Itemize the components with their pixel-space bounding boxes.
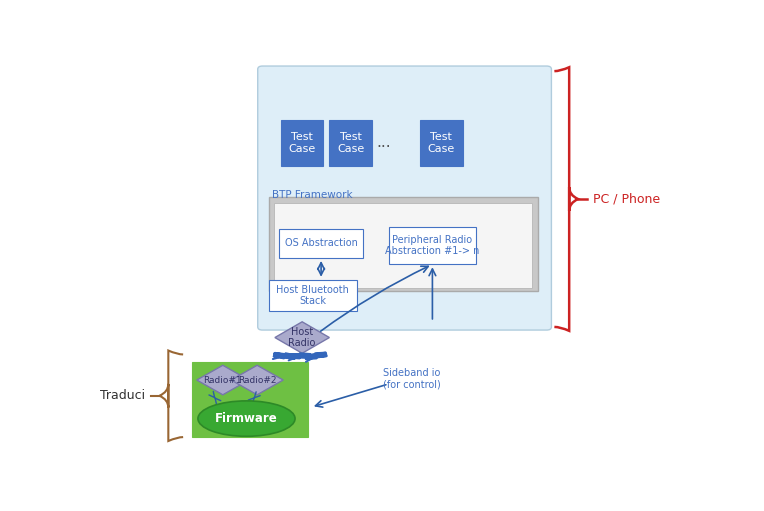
FancyBboxPatch shape <box>192 362 308 437</box>
FancyBboxPatch shape <box>257 66 552 330</box>
FancyBboxPatch shape <box>389 227 476 264</box>
Polygon shape <box>197 365 249 395</box>
Text: ...: ... <box>377 135 391 150</box>
Text: Firmware: Firmware <box>215 412 278 425</box>
FancyBboxPatch shape <box>279 228 363 258</box>
Text: OS Abstraction: OS Abstraction <box>285 238 358 248</box>
Text: Host Bluetooth
Stack: Host Bluetooth Stack <box>277 285 349 306</box>
FancyBboxPatch shape <box>274 203 532 288</box>
Text: PC / Phone: PC / Phone <box>593 193 660 205</box>
FancyBboxPatch shape <box>329 120 372 166</box>
Text: Sideband io
(for control): Sideband io (for control) <box>383 368 440 390</box>
Text: Test
Case: Test Case <box>289 132 316 154</box>
FancyBboxPatch shape <box>269 197 539 291</box>
Polygon shape <box>275 322 329 353</box>
Polygon shape <box>231 365 283 395</box>
FancyBboxPatch shape <box>281 120 323 166</box>
Text: Radio#2: Radio#2 <box>238 376 277 385</box>
Text: Peripheral Radio
Abstraction #1-> n: Peripheral Radio Abstraction #1-> n <box>385 235 480 257</box>
Text: BTP Framework: BTP Framework <box>272 190 352 200</box>
FancyBboxPatch shape <box>420 120 463 166</box>
Text: Test
Case: Test Case <box>428 132 455 154</box>
Ellipse shape <box>198 401 295 436</box>
Text: Host
Radio: Host Radio <box>289 327 316 348</box>
Text: Traduci: Traduci <box>99 389 144 402</box>
Text: Test
Case: Test Case <box>337 132 364 154</box>
Text: Radio#1: Radio#1 <box>203 376 242 385</box>
FancyBboxPatch shape <box>269 280 357 311</box>
